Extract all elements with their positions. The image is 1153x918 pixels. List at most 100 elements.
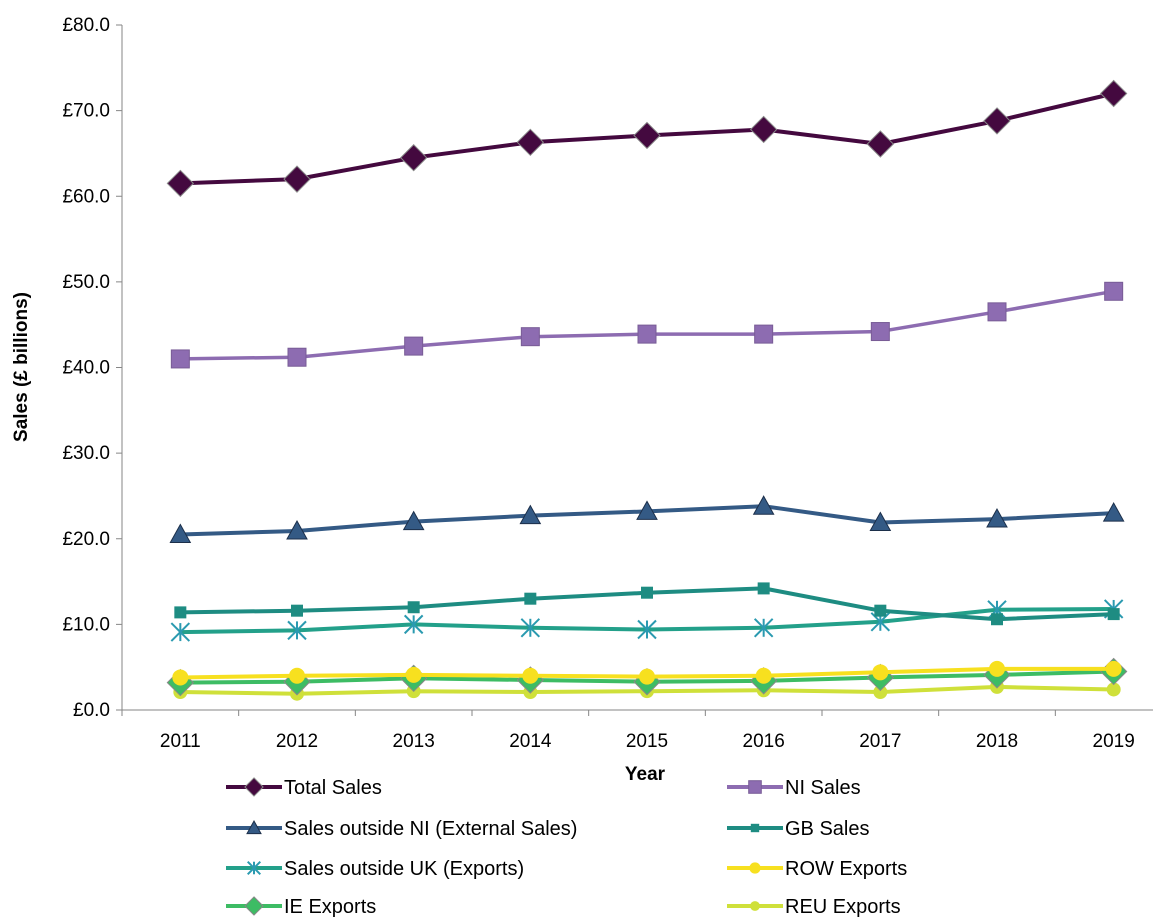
x-axis-title: Year	[625, 764, 666, 785]
data-point	[244, 777, 264, 797]
legend-label: GB Sales	[785, 818, 869, 840]
x-tick-label: 2014	[509, 731, 552, 752]
data-point	[524, 592, 537, 605]
data-point	[286, 520, 308, 540]
data-point	[633, 121, 661, 150]
data-point	[174, 606, 187, 619]
series-sales-outside-uk-exports	[170, 599, 1124, 642]
legend-label: Total Sales	[284, 777, 382, 799]
data-point	[172, 669, 189, 686]
data-point	[404, 336, 424, 356]
y-tick-label: £80.0	[62, 15, 110, 36]
data-point	[866, 130, 895, 158]
legend-item: ROW Exports	[727, 858, 907, 880]
x-tick-label: 2017	[859, 731, 901, 752]
data-point	[750, 901, 760, 911]
data-point	[636, 500, 658, 520]
series-ni-sales	[170, 281, 1124, 369]
x-tick-label: 2018	[976, 731, 1018, 752]
data-point	[641, 586, 653, 599]
data-point	[405, 666, 422, 683]
y-tick-label: £40.0	[62, 358, 110, 379]
data-point	[986, 508, 1008, 528]
data-point	[519, 504, 542, 525]
data-point	[403, 614, 424, 635]
data-point	[750, 823, 760, 833]
data-point	[872, 664, 889, 681]
data-point	[402, 510, 425, 531]
legend-label: NI Sales	[785, 777, 861, 799]
legend-item: Total Sales	[226, 777, 382, 799]
data-point	[520, 618, 541, 638]
legend-item: IE Exports	[226, 896, 376, 918]
data-point	[752, 495, 775, 515]
data-point	[639, 668, 655, 685]
y-tick-label: £50.0	[62, 272, 110, 293]
x-tick-label: 2016	[743, 731, 785, 752]
data-point	[989, 660, 1005, 677]
y-axis-title: Sales (£ billions)	[11, 292, 32, 442]
y-tick-label: £10.0	[62, 614, 110, 635]
legend-item: Sales outside NI (External Sales)	[226, 818, 577, 840]
y-tick-label: £60.0	[62, 186, 110, 207]
x-tick-label: 2013	[393, 731, 435, 752]
data-point	[244, 896, 264, 916]
x-tick-label: 2015	[626, 731, 668, 752]
data-point	[987, 302, 1007, 322]
data-point	[754, 324, 774, 344]
data-point	[755, 667, 772, 684]
data-point	[1107, 608, 1120, 621]
data-point	[522, 667, 539, 684]
y-tick-label: £20.0	[62, 529, 110, 550]
y-tick-label: £70.0	[62, 101, 110, 122]
series-row-exports	[172, 660, 1122, 686]
data-point	[287, 347, 307, 367]
x-tick-label: 2019	[1093, 731, 1135, 752]
data-point	[749, 862, 761, 874]
data-point	[287, 620, 307, 641]
data-point	[166, 169, 195, 198]
data-point	[399, 144, 428, 172]
data-point	[991, 613, 1003, 626]
data-point	[873, 685, 888, 700]
data-point	[1105, 660, 1122, 677]
legend-label: ROW Exports	[785, 858, 907, 880]
series-layer	[166, 79, 1128, 701]
legend: Total Sales NI Sales Sales outside NI (Ext…	[226, 777, 907, 918]
data-point	[169, 523, 192, 543]
data-point	[1099, 79, 1128, 108]
data-point	[753, 618, 774, 638]
data-point	[246, 819, 262, 835]
series-gb-sales	[174, 582, 1120, 626]
data-point	[289, 667, 305, 684]
data-point	[283, 165, 311, 193]
series-total-sales	[166, 79, 1128, 198]
data-point	[870, 322, 890, 342]
data-point	[637, 324, 657, 344]
data-point	[749, 115, 778, 144]
legend-label: Sales outside UK (Exports)	[284, 858, 524, 880]
y-tick-label: £0.0	[73, 700, 110, 721]
legend-label: REU Exports	[785, 896, 901, 918]
data-point	[983, 107, 1011, 135]
legend-item: NI Sales	[727, 777, 861, 799]
data-point	[1106, 682, 1121, 697]
legend-label: IE Exports	[284, 896, 376, 918]
data-point	[1104, 281, 1124, 301]
chart-axes: £0.0 £10.0 £20.0 £30.0 £40.0 £50.0 £60.0 £70.0 £…	[62, 15, 1153, 752]
data-point	[748, 780, 762, 794]
x-tick-label: 2012	[276, 731, 318, 752]
data-point	[520, 327, 540, 347]
data-point	[516, 128, 545, 157]
data-point	[170, 349, 190, 369]
data-point	[757, 582, 770, 595]
data-point	[637, 619, 657, 640]
data-point	[407, 601, 420, 614]
data-point	[246, 860, 262, 876]
data-point	[874, 604, 887, 617]
legend-item: Sales outside UK (Exports)	[226, 858, 524, 880]
series-sales-outside-ni-external-sales	[169, 495, 1125, 543]
data-point	[869, 511, 892, 531]
data-point	[170, 622, 191, 642]
